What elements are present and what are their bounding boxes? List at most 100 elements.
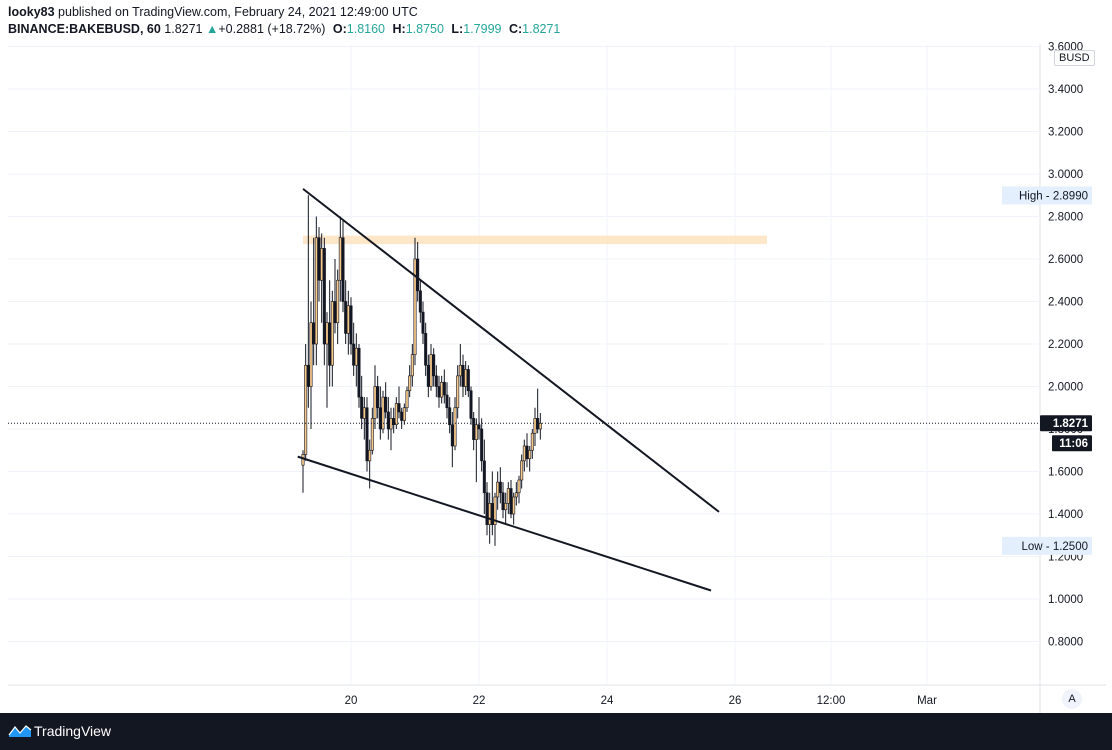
candle	[442, 369, 446, 404]
candle-body	[352, 343, 356, 366]
candle-body	[410, 354, 414, 377]
candle-body	[522, 445, 526, 462]
candle	[477, 397, 481, 440]
candle-body	[370, 418, 374, 451]
candle	[365, 397, 369, 472]
candle-body	[424, 333, 428, 366]
open-value: 1.8160	[346, 22, 386, 36]
candle-body	[514, 492, 518, 498]
auto-scale-button[interactable]: A	[1062, 689, 1082, 709]
candle-body	[477, 424, 481, 430]
current-price-label: 1.8271	[1040, 415, 1092, 432]
candle	[309, 301, 313, 429]
candle-body	[378, 407, 382, 430]
price-axis-area	[1040, 44, 1106, 713]
trendline-upper	[302, 188, 720, 513]
high-price-tag-text: High - 2.8990	[1019, 190, 1088, 202]
candle-body	[442, 381, 446, 396]
change-up-icon: ▲	[206, 22, 219, 36]
publish-text: published on TradingView.com, February 2…	[54, 5, 418, 19]
countdown-label-text: 11:06	[1059, 438, 1088, 450]
low-value: 1.7999	[463, 22, 502, 36]
price-chart[interactable]: 0.80001.00001.20001.40001.60001.80002.00…	[0, 0, 1112, 713]
candle	[501, 482, 505, 519]
footer-bar: TradingView	[0, 713, 1112, 750]
high-value: 1.8750	[405, 22, 444, 36]
y-tick-label: 2.0000	[1048, 382, 1083, 394]
candle-body	[373, 386, 377, 419]
candle-body	[469, 390, 473, 419]
currency-badge[interactable]: BUSD	[1054, 50, 1095, 66]
candle	[381, 390, 385, 434]
tradingview-logo-icon[interactable]	[8, 724, 32, 738]
candle	[474, 418, 478, 483]
candle-body	[330, 301, 334, 366]
candle-body	[304, 364, 308, 455]
footer-brand[interactable]: TradingView	[34, 723, 112, 739]
close-label: C:	[508, 22, 523, 36]
candle-body	[357, 347, 361, 398]
candle-body	[528, 449, 532, 460]
candle	[528, 446, 532, 472]
countdown-label: 11:06	[1052, 435, 1092, 452]
grid-lines	[8, 44, 1040, 685]
candle	[384, 382, 388, 419]
symbol-name[interactable]: BINANCE:BAKEBUSD, 60	[8, 22, 161, 36]
candle	[482, 439, 486, 514]
candle-body	[376, 386, 380, 409]
candle	[410, 344, 414, 387]
candle-body	[309, 322, 313, 387]
candle-body	[485, 492, 489, 525]
candle	[394, 397, 398, 429]
y-tick-label: 1.0000	[1048, 594, 1083, 606]
candle-body	[338, 237, 342, 281]
open-label: O:	[332, 22, 347, 36]
candle-body	[349, 305, 353, 345]
candle	[530, 429, 534, 459]
candle-body	[328, 322, 332, 366]
candle-body	[394, 403, 398, 426]
candle-body	[461, 364, 465, 387]
close-value: 1.8271	[522, 22, 561, 36]
candle	[520, 454, 524, 489]
author-name[interactable]: looky83	[8, 5, 55, 19]
candle-body	[445, 394, 449, 409]
candle-body	[490, 503, 494, 525]
candle	[512, 492, 516, 525]
candle-body	[480, 428, 484, 462]
candle-body	[458, 364, 462, 377]
x-tick-label: 26	[729, 695, 742, 707]
current-price-label-text: 1.8271	[1053, 418, 1089, 430]
candle-body	[360, 396, 364, 419]
candle-body	[301, 454, 305, 466]
candle-body	[386, 411, 390, 430]
candle-body	[533, 418, 537, 434]
candle	[424, 322, 428, 376]
candle	[357, 344, 361, 408]
price-change: +0.2881 (+18.72%)	[218, 22, 326, 36]
candle-body	[434, 375, 438, 387]
candle-body	[333, 301, 337, 324]
candle-body	[405, 390, 409, 409]
candle	[413, 237, 417, 366]
candle	[330, 290, 334, 387]
candle-body	[501, 492, 505, 511]
candle	[498, 467, 502, 504]
candle	[456, 365, 460, 419]
candle-body	[392, 418, 396, 426]
plot-area	[8, 44, 1040, 685]
y-tick-label: 1.6000	[1048, 467, 1083, 479]
candle-body	[341, 237, 345, 302]
high-price-tag-bg	[1002, 186, 1092, 205]
candle-body	[344, 301, 348, 334]
candle-body	[525, 445, 529, 460]
candle-body	[504, 503, 508, 511]
candle-body	[314, 237, 318, 345]
x-tick-label: 22	[473, 695, 486, 707]
low-price-tag-bg	[1002, 536, 1092, 555]
candle-body	[498, 481, 502, 494]
candle	[349, 297, 353, 355]
candle-body	[538, 422, 542, 430]
candle-body	[418, 290, 422, 313]
candle-body	[402, 407, 406, 421]
